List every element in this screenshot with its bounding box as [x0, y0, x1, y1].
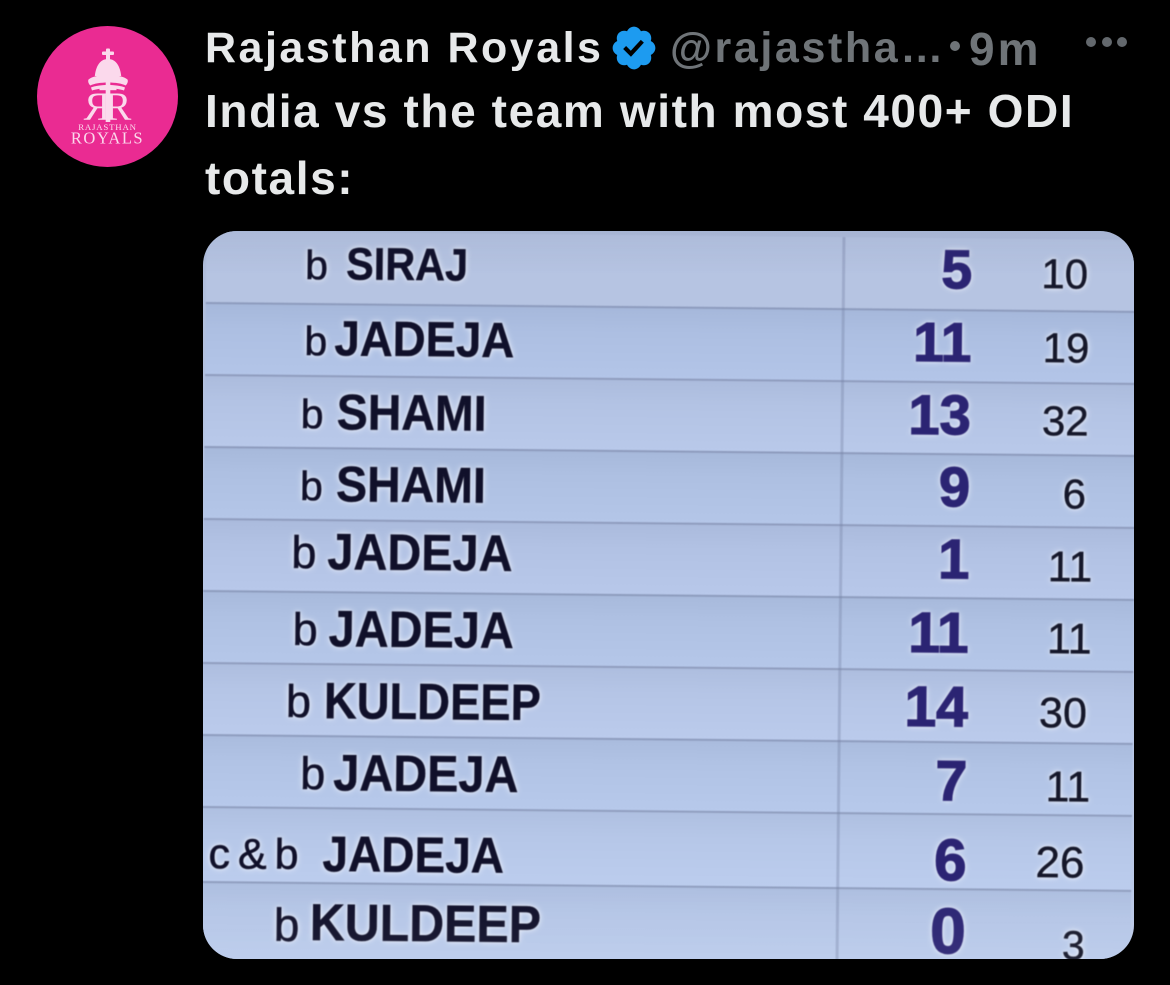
svg-text:ROYALS: ROYALS [71, 129, 144, 148]
svg-text:RAJASTHAN: RAJASTHAN [78, 122, 137, 132]
